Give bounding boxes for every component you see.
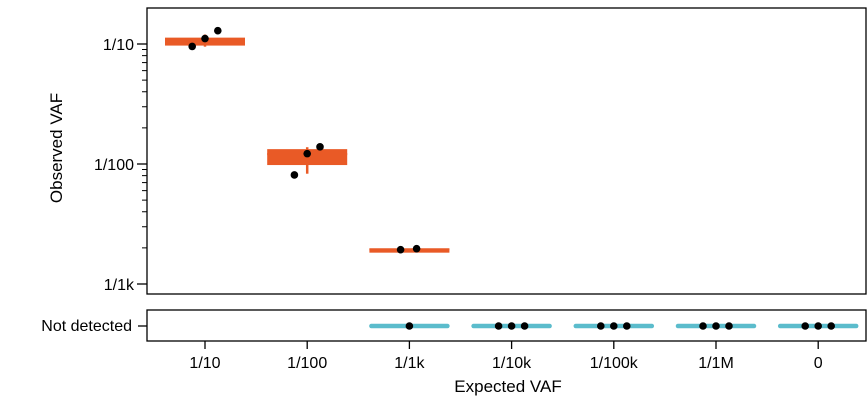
not-detected-label: Not detected bbox=[41, 318, 132, 335]
not-detected-point bbox=[623, 322, 631, 330]
x-tick-label: 1/1M bbox=[698, 355, 734, 372]
x-axis-label: Expected VAF bbox=[454, 377, 561, 396]
x-tick-label: 1/10 bbox=[189, 355, 220, 372]
y-tick-label: 1/1k bbox=[104, 277, 135, 294]
y-tick-label: 1/100 bbox=[94, 157, 134, 174]
data-point bbox=[214, 26, 222, 35]
data-point bbox=[290, 171, 299, 179]
not-detected-point bbox=[597, 322, 605, 330]
not-detected-point bbox=[712, 322, 720, 330]
data-point bbox=[316, 143, 324, 151]
data-point bbox=[412, 244, 421, 253]
not-detected-point bbox=[520, 322, 529, 330]
x-tick-label: 1/1k bbox=[394, 355, 425, 372]
not-detected-point bbox=[610, 322, 618, 330]
x-axis: 1/10 1/100 1/1k 1/10k 1/100k 1/1M 0 bbox=[189, 341, 823, 372]
not-detected-point bbox=[725, 322, 733, 330]
plot-frame bbox=[146, 7, 867, 295]
x-tick-label: 1/10k bbox=[492, 355, 532, 372]
x-tick-label: 1/100 bbox=[287, 355, 327, 372]
not-detected-point bbox=[507, 322, 516, 330]
not-detected-point bbox=[827, 322, 835, 330]
y-axis-label: Observed VAF bbox=[47, 93, 66, 203]
not-detected-point bbox=[494, 322, 503, 330]
data-point bbox=[201, 34, 209, 43]
data-point bbox=[188, 42, 196, 51]
not-detected-panel bbox=[138, 309, 867, 342]
x-tick-label: 0 bbox=[814, 355, 823, 372]
not-detected-point bbox=[405, 322, 414, 330]
not-detected-point bbox=[699, 322, 707, 330]
y-tick-label: 1/10 bbox=[103, 37, 134, 54]
not-detected-point bbox=[814, 322, 822, 330]
x-tick-label: 1/100k bbox=[590, 355, 639, 372]
box bbox=[369, 248, 450, 253]
data-point bbox=[396, 245, 405, 254]
observed-panel: 1/10 1/100 1/1k bbox=[94, 7, 867, 295]
not-detected-point bbox=[801, 322, 809, 330]
data-point bbox=[303, 149, 312, 158]
